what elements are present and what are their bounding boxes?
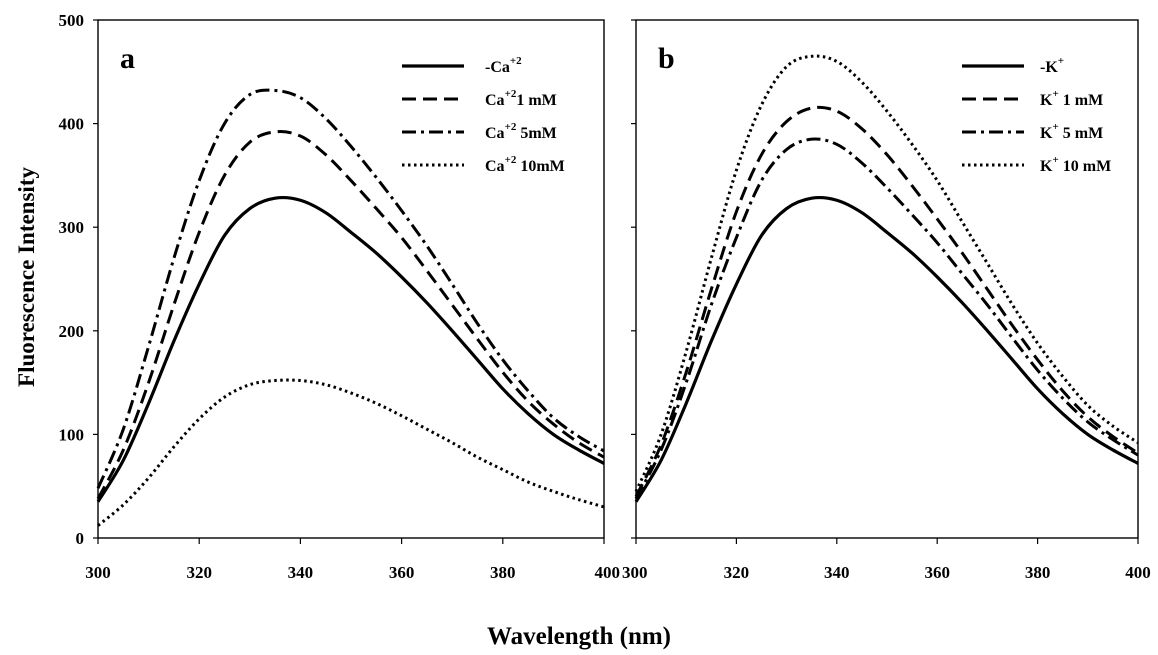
- x-tick-label: 340: [288, 563, 314, 582]
- legend-label: Ca+2 5mM: [485, 121, 557, 142]
- series-line: [96, 195, 605, 503]
- plot-frame: [635, 19, 1139, 539]
- y-tick-label: 500: [59, 11, 85, 30]
- x-tick-label: 300: [622, 563, 648, 582]
- panel-label: a: [120, 42, 135, 75]
- y-tick-label: 200: [59, 322, 85, 341]
- legend-label: K+ 10 mM: [1040, 154, 1111, 175]
- y-tick-label: 0: [76, 529, 85, 548]
- series-line: [634, 105, 1139, 498]
- series-line: [96, 130, 605, 500]
- x-tick-label: 320: [724, 563, 750, 582]
- panel-label: b: [658, 42, 675, 75]
- x-tick-label: 360: [389, 563, 415, 582]
- series-line: [634, 195, 1139, 503]
- x-tick-label: 400: [1125, 563, 1151, 582]
- x-tick-label: 380: [490, 563, 516, 582]
- panel-b: 300 320 340 360 380 400 b -K+ K+ 1 mM K+ 5 mM K+ 1…: [622, 19, 1151, 582]
- plot-frame: [97, 19, 605, 539]
- legend-label: Ca+2 10mM: [485, 154, 565, 175]
- y-tick-label: 100: [59, 425, 85, 444]
- x-tick-label: 340: [824, 563, 850, 582]
- legend-label: Ca+21 mM: [485, 88, 557, 109]
- x-tick-label: 400: [595, 563, 621, 582]
- x-tick-label: 380: [1025, 563, 1051, 582]
- series-line: [634, 54, 1139, 492]
- x-tick-label: 360: [924, 563, 950, 582]
- series-line: [634, 137, 1139, 500]
- series-line: [97, 378, 605, 527]
- panel-a: 0 100 200 300 400 500 300 320 340 360 380 400 a -Ca+2…: [59, 11, 621, 582]
- y-axis-label: Fluorescence Intensity: [14, 167, 39, 387]
- x-tick-label: 320: [186, 563, 212, 582]
- legend-label: K+ 1 mM: [1040, 88, 1103, 109]
- legend-label: -K+: [1040, 55, 1064, 76]
- y-tick-label: 300: [59, 218, 85, 237]
- x-axis-label: Wavelength (nm): [487, 623, 671, 650]
- legend-label: -Ca+2: [485, 55, 522, 76]
- legend-label: K+ 5 mM: [1040, 121, 1103, 142]
- series-line: [96, 88, 605, 489]
- x-tick-label: 300: [85, 563, 111, 582]
- y-tick-label: 400: [59, 115, 85, 134]
